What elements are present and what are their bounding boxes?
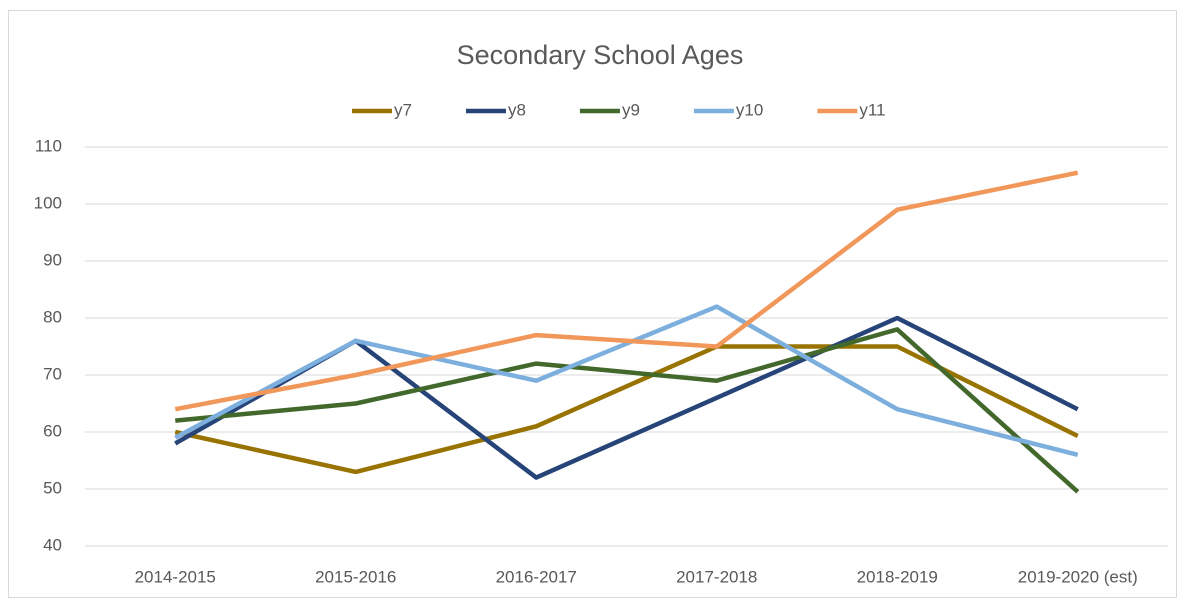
legend-label: y10 bbox=[736, 100, 763, 119]
series-line bbox=[174, 304, 1079, 457]
y-tick-label: 60 bbox=[43, 421, 62, 440]
y-tick-label: 110 bbox=[35, 136, 62, 155]
y-tick-label: 80 bbox=[43, 307, 62, 326]
y-tick-label: 70 bbox=[43, 364, 62, 383]
x-tick-label: 2015-2016 bbox=[315, 567, 396, 586]
legend-label: y9 bbox=[622, 100, 640, 119]
y-tick-label: 90 bbox=[43, 250, 62, 269]
chart-title: Secondary School Ages bbox=[457, 40, 744, 70]
x-tick-label: 2017-2018 bbox=[676, 567, 757, 586]
series-line bbox=[174, 344, 1079, 475]
x-tick-label: 2014-2015 bbox=[135, 567, 216, 586]
series-line bbox=[175, 327, 1080, 494]
legend-label: y7 bbox=[394, 100, 412, 119]
y-tick-label: 50 bbox=[43, 478, 62, 497]
x-tick-label: 2016-2017 bbox=[496, 567, 577, 586]
x-tick-label: 2018-2019 bbox=[857, 567, 938, 586]
y-tick-label: 100 bbox=[34, 193, 62, 212]
series-line bbox=[174, 170, 1079, 412]
x-tick-label: 2019-2020 (est) bbox=[1018, 567, 1138, 586]
y-tick-label: 40 bbox=[43, 535, 62, 554]
legend-label: y11 bbox=[859, 100, 885, 119]
chart-border bbox=[8, 10, 1177, 598]
legend-label: y8 bbox=[508, 100, 526, 119]
